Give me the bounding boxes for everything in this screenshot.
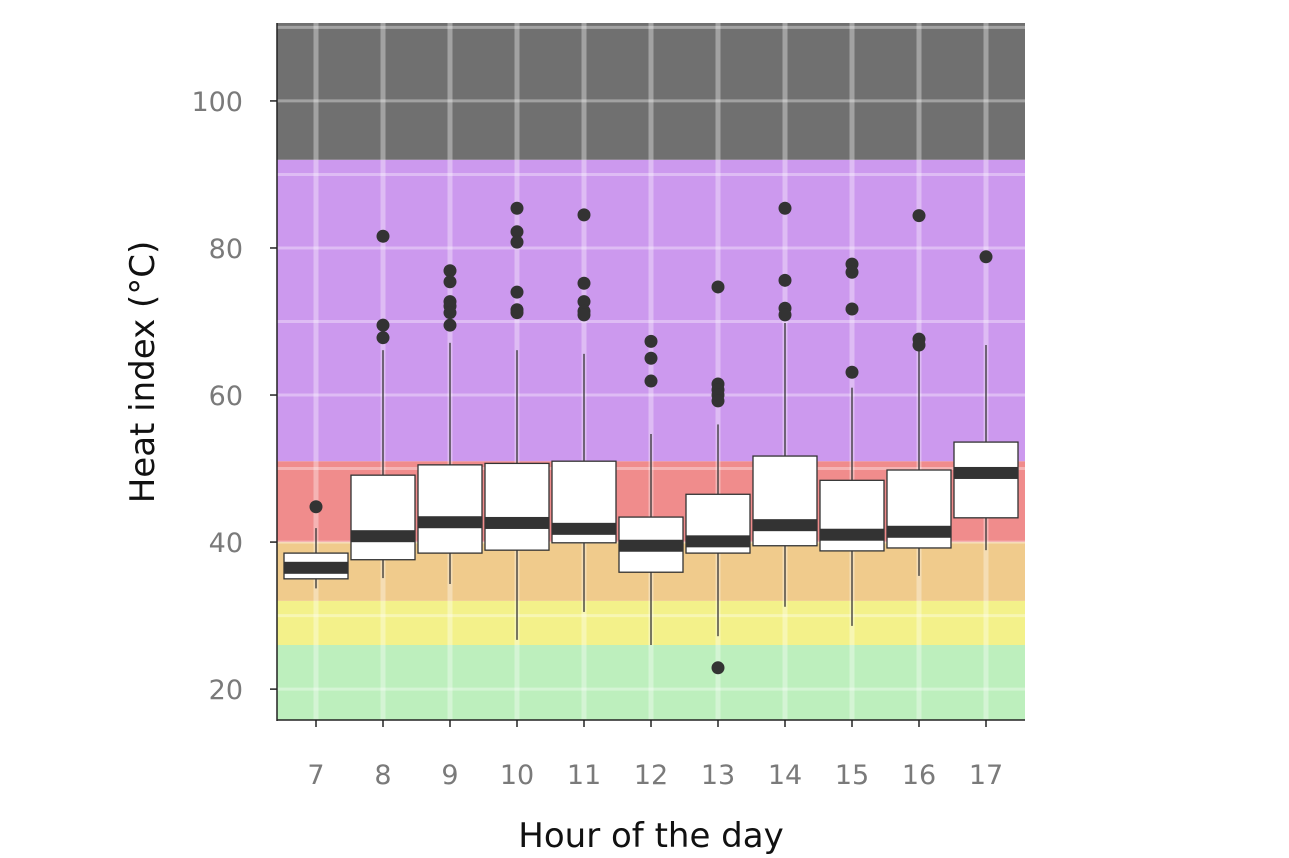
median-bar bbox=[485, 516, 549, 529]
outlier-point bbox=[443, 264, 457, 278]
y-axis-label: Heat index (°C) bbox=[123, 241, 163, 504]
box-iqr bbox=[350, 474, 416, 561]
outlier-point bbox=[845, 302, 859, 316]
outlier-point bbox=[711, 280, 725, 294]
box-iqr bbox=[752, 455, 818, 547]
risk-band bbox=[277, 23, 1025, 160]
box-iqr bbox=[417, 464, 483, 554]
risk-band bbox=[277, 159, 1025, 462]
median-bar bbox=[887, 525, 951, 538]
outlier-point bbox=[778, 201, 792, 215]
outlier-point bbox=[644, 374, 658, 388]
median-bar bbox=[686, 535, 750, 548]
median-bar bbox=[820, 528, 884, 541]
outlier-point bbox=[577, 208, 591, 222]
x-axis-label: Hour of the day bbox=[518, 816, 783, 856]
y-tick-label: 20 bbox=[209, 675, 243, 706]
x-tick-label: 11 bbox=[567, 760, 601, 791]
outlier-point bbox=[644, 351, 658, 365]
outlier-point bbox=[845, 265, 859, 279]
outlier-point bbox=[510, 225, 524, 239]
outlier-point bbox=[577, 308, 591, 322]
outlier-point bbox=[443, 318, 457, 332]
outlier-point bbox=[376, 318, 390, 332]
outlier-point bbox=[510, 201, 524, 215]
outlier-point bbox=[577, 295, 591, 309]
y-tick-label: 100 bbox=[191, 87, 243, 118]
median-bar bbox=[351, 530, 415, 543]
outlier-point bbox=[510, 306, 524, 320]
outlier-point bbox=[644, 334, 658, 348]
outlier-point bbox=[778, 308, 792, 322]
outlier-point bbox=[376, 229, 390, 243]
x-tick-label: 7 bbox=[307, 760, 324, 791]
outlier-point bbox=[443, 306, 457, 320]
x-tick-label: 16 bbox=[902, 760, 936, 791]
outlier-point bbox=[912, 209, 926, 223]
x-tick-label: 8 bbox=[374, 760, 391, 791]
outlier-point bbox=[510, 235, 524, 249]
outlier-point bbox=[912, 338, 926, 352]
median-bar bbox=[552, 522, 616, 535]
x-tick-label: 17 bbox=[969, 760, 1003, 791]
y-tick-label: 40 bbox=[209, 528, 243, 559]
outlier-point bbox=[711, 661, 725, 675]
outlier-point bbox=[309, 500, 323, 514]
x-tick-label: 15 bbox=[835, 760, 869, 791]
box-iqr bbox=[953, 441, 1019, 519]
median-bar bbox=[619, 539, 683, 552]
box-iqr bbox=[484, 462, 550, 551]
x-tick-label: 9 bbox=[441, 760, 458, 791]
x-tick-label: 13 bbox=[701, 760, 735, 791]
outlier-point bbox=[577, 276, 591, 290]
outlier-point bbox=[778, 273, 792, 287]
outlier-point bbox=[845, 365, 859, 379]
outlier-point bbox=[443, 275, 457, 289]
median-bar bbox=[418, 516, 482, 529]
y-tick-label: 80 bbox=[209, 234, 243, 265]
median-bar bbox=[954, 466, 1018, 479]
x-tick-label: 12 bbox=[634, 760, 668, 791]
outlier-point bbox=[376, 331, 390, 345]
outlier-point bbox=[979, 250, 993, 264]
risk-band bbox=[277, 645, 1025, 720]
x-tick-label: 10 bbox=[500, 760, 534, 791]
median-bar bbox=[753, 519, 817, 532]
median-bar bbox=[284, 561, 348, 574]
y-tick-label: 60 bbox=[209, 381, 243, 412]
outlier-point bbox=[510, 285, 524, 299]
outlier-point bbox=[711, 394, 725, 408]
x-tick-label: 14 bbox=[768, 760, 802, 791]
